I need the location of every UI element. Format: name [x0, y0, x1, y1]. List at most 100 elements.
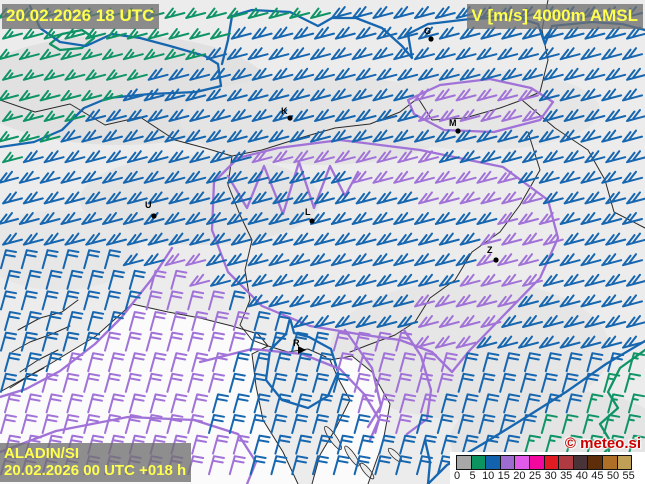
wind-barb: [395, 372, 413, 393]
wind-barb: [397, 109, 419, 122]
wind-barb: [310, 129, 331, 143]
wind-barb: [230, 26, 252, 40]
wind-barb: [538, 47, 560, 61]
wind-barb: [247, 7, 269, 19]
wind-barb: [206, 129, 227, 143]
wind-barb: [461, 393, 479, 414]
wind-barb: [83, 331, 101, 352]
wind-barb: [289, 170, 311, 184]
wind-barb: [374, 372, 392, 393]
legend-value: 15: [497, 470, 510, 482]
wind-barb: [24, 269, 42, 290]
wind-barb: [330, 129, 352, 143]
wind-barb: [376, 273, 398, 287]
wind-barb: [480, 273, 502, 287]
wind-barb: [397, 26, 419, 40]
isotach-15: [0, 246, 174, 399]
city-label-R: R: [293, 338, 300, 348]
wind-barb: [0, 290, 17, 311]
wind-barb: [102, 170, 123, 184]
wind-barb: [438, 273, 460, 287]
legend-value: 35: [560, 470, 573, 482]
wind-barb: [414, 253, 435, 267]
wind-barb: [580, 47, 602, 61]
legend-swatch: [616, 455, 633, 470]
wind-barb: [480, 109, 502, 122]
wind-barb: [351, 294, 373, 308]
isotach-10: [0, 4, 223, 149]
wind-barb: [122, 170, 144, 184]
wind-barb: [212, 434, 229, 455]
wind-barb: [372, 6, 394, 19]
wind-barb: [143, 88, 165, 102]
wind-barb: [62, 372, 80, 393]
wind-barb: [397, 232, 419, 246]
wind-barb: [247, 294, 269, 308]
wind-barb: [332, 414, 350, 434]
wind-barb: [24, 393, 42, 414]
legend-swatch: [499, 455, 515, 470]
variable-label: V [m/s] 4000m AMSL: [467, 4, 643, 29]
wind-barb: [226, 212, 248, 225]
wind-barb: [189, 150, 211, 164]
wind-barb: [208, 414, 225, 434]
wind-barb: [0, 372, 17, 393]
wind-barb: [85, 150, 107, 164]
wind-barb: [247, 253, 269, 267]
wind-barb: [438, 67, 460, 81]
wind-barb: [420, 434, 437, 455]
wind-barb: [251, 26, 273, 40]
wind-barb: [434, 88, 456, 102]
wind-barb: [420, 352, 437, 373]
wind-barb: [0, 131, 19, 143]
wind-barb: [187, 290, 205, 311]
city-label-K: K: [281, 106, 288, 116]
wind-barb: [334, 67, 356, 81]
wind-barb: [39, 48, 61, 61]
copyright-label: © meteo.si: [564, 435, 641, 452]
wind-barb: [104, 249, 121, 270]
wind-barb: [584, 109, 606, 122]
legend-swatch: [587, 455, 602, 470]
wind-barb: [189, 28, 211, 40]
wind-barb: [106, 191, 127, 205]
wind-barb: [45, 269, 63, 290]
wind-barb: [102, 89, 123, 102]
wind-barb: [122, 253, 144, 267]
wind-barb: [418, 26, 439, 40]
wind-barb: [518, 129, 539, 143]
legend-swatch: [485, 455, 500, 470]
wind-barb: [20, 249, 38, 270]
legend-swatch: [543, 455, 559, 470]
wind-barb: [542, 273, 564, 287]
legend-swatch: [456, 455, 471, 470]
wind-barb: [480, 315, 502, 328]
wind-barb: [497, 335, 519, 349]
wind-barb: [274, 311, 292, 331]
wind-barb: [22, 69, 44, 81]
wind-barb: [378, 352, 396, 373]
wind-barb: [580, 88, 602, 102]
wind-barb: [185, 48, 207, 61]
wind-barb: [206, 212, 227, 225]
wind-barb: [268, 129, 290, 143]
wind-barb: [314, 232, 335, 246]
wind-barb: [83, 372, 101, 393]
wind-barb: [62, 290, 80, 311]
legend-value-row: 0 5 10 15 20 25 30 35 40 45 50 55: [450, 470, 645, 484]
wind-barb: [580, 335, 602, 349]
wind-barb: [559, 170, 581, 184]
wind-barb: [397, 191, 419, 205]
wind-barb: [522, 191, 543, 205]
wind-barb: [60, 48, 82, 61]
wind-barb: [393, 88, 415, 102]
wind-barb: [584, 232, 606, 246]
wind-barb: [438, 315, 460, 328]
wind-barb: [293, 315, 315, 328]
wind-barb: [208, 331, 225, 352]
sea-adriatic: [0, 304, 298, 484]
wind-barb: [440, 393, 458, 414]
legend-swatch: [528, 455, 544, 470]
wind-barb: [64, 110, 86, 122]
wind-barb: [62, 414, 80, 434]
